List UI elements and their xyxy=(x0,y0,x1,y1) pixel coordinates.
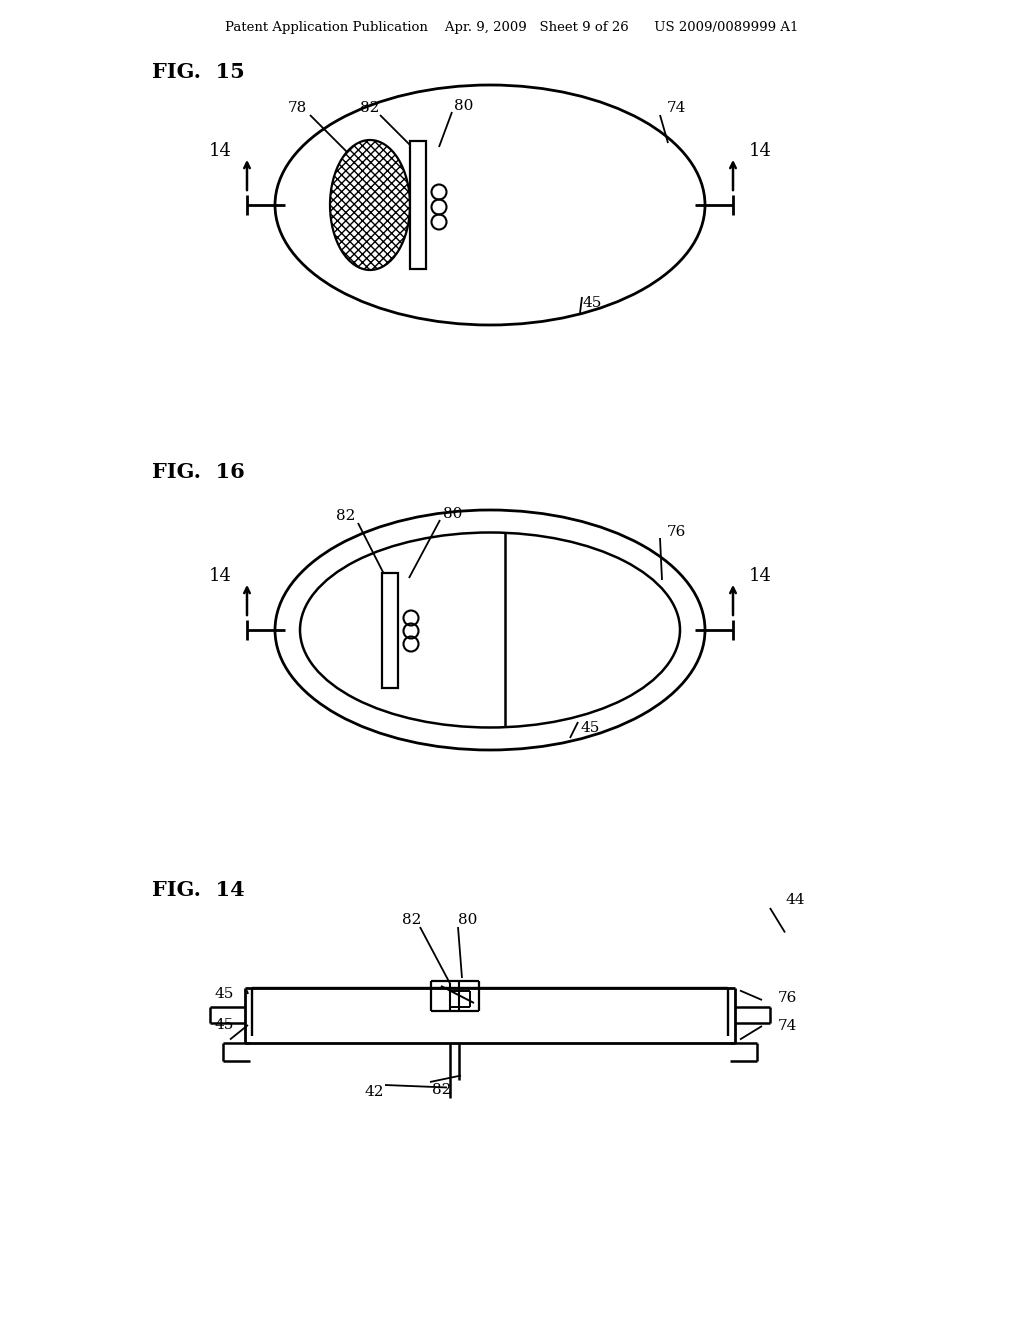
Text: 76: 76 xyxy=(667,525,686,539)
Text: FIG.  16: FIG. 16 xyxy=(152,462,245,482)
Ellipse shape xyxy=(330,140,410,271)
Text: 14: 14 xyxy=(209,143,231,160)
Text: 14: 14 xyxy=(749,568,771,585)
Text: 14: 14 xyxy=(209,568,231,585)
Text: 80: 80 xyxy=(459,913,477,927)
Text: 45: 45 xyxy=(583,296,602,310)
Text: 45: 45 xyxy=(581,721,600,735)
Text: 74: 74 xyxy=(667,102,686,115)
Bar xyxy=(382,573,398,688)
Text: FIG.  14: FIG. 14 xyxy=(152,880,245,900)
Text: 82: 82 xyxy=(360,102,380,115)
Text: 82: 82 xyxy=(432,1082,452,1097)
Text: 42: 42 xyxy=(365,1085,384,1100)
Text: 76: 76 xyxy=(778,991,798,1005)
Text: 82: 82 xyxy=(402,913,422,927)
Text: 14: 14 xyxy=(749,143,771,160)
Text: 80: 80 xyxy=(443,507,463,521)
Text: 78: 78 xyxy=(288,102,306,115)
Text: 74: 74 xyxy=(778,1019,798,1034)
Bar xyxy=(410,141,426,269)
Text: 44: 44 xyxy=(785,894,805,907)
Text: 45: 45 xyxy=(215,1018,234,1032)
Text: FIG.  15: FIG. 15 xyxy=(152,62,245,82)
Text: 45: 45 xyxy=(215,987,234,1001)
Text: Patent Application Publication    Apr. 9, 2009   Sheet 9 of 26      US 2009/0089: Patent Application Publication Apr. 9, 2… xyxy=(225,21,799,34)
Text: 80: 80 xyxy=(455,99,474,114)
Text: 82: 82 xyxy=(336,510,355,523)
